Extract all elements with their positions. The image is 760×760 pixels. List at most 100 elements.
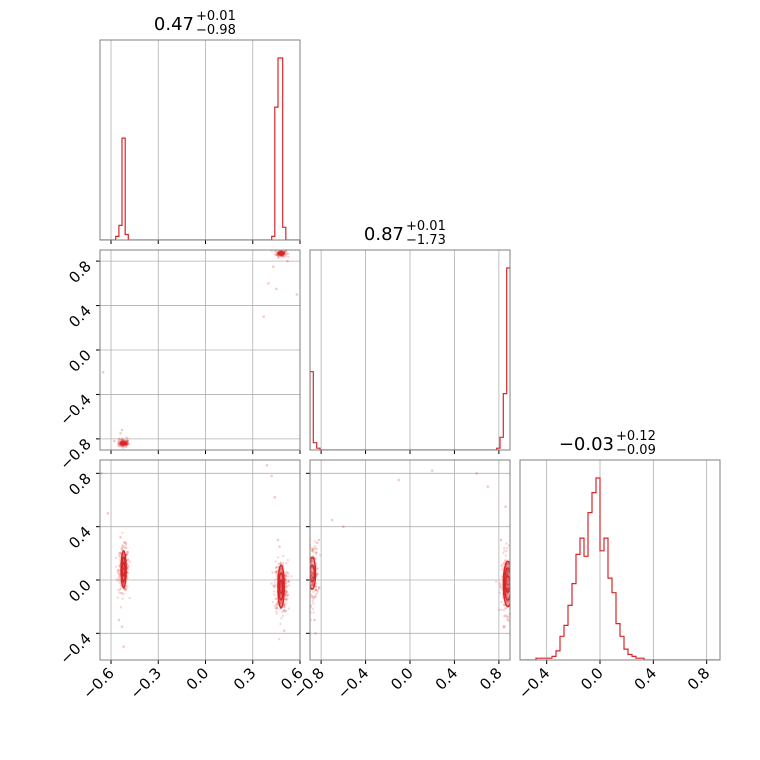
scatter-point <box>274 597 277 601</box>
scatter-point <box>279 577 283 580</box>
scatter-point <box>305 566 307 568</box>
scatter-point <box>311 548 315 551</box>
scatter-point <box>273 496 277 499</box>
scatter-point <box>305 566 307 568</box>
scatter-point <box>506 577 509 580</box>
scatter-point <box>126 439 129 442</box>
scatter-point <box>305 551 307 553</box>
scatter-point <box>316 541 319 544</box>
scatter-point <box>123 541 127 544</box>
y-tick-label: 0.0 <box>65 576 95 606</box>
scatter-point <box>283 610 287 613</box>
scatter-point <box>286 580 290 584</box>
scatter-point <box>506 600 509 603</box>
scatter-point <box>506 583 510 586</box>
scatter-point <box>120 438 123 441</box>
scatter-point <box>126 566 130 569</box>
scatter-point <box>311 584 315 587</box>
scatter-point <box>273 604 277 608</box>
scatter-point <box>510 559 512 561</box>
scatter-point <box>119 536 122 539</box>
scatter-point <box>284 582 287 585</box>
scatter-point <box>317 587 321 591</box>
scatter-point <box>118 573 121 576</box>
scatter-point <box>273 581 277 584</box>
scatter-point <box>512 589 514 591</box>
scatter-point <box>122 645 125 648</box>
scatter-point <box>503 614 507 617</box>
histogram-panel-2: −0.4 0.0 0.4 0.8 −0.03 +0.12−0.09 <box>515 429 721 703</box>
y-tick-label: −0.8 <box>56 435 94 473</box>
density-contour <box>503 567 510 601</box>
scatter-point <box>502 624 505 628</box>
scatter-point <box>118 551 121 555</box>
title-minus: −0.98 <box>196 23 236 38</box>
scatter-point <box>285 250 288 254</box>
scatter-point <box>313 596 316 599</box>
scatter-point <box>279 622 282 626</box>
scatter-point <box>512 595 514 597</box>
scatter-point <box>121 597 124 600</box>
scatter-point <box>285 598 288 602</box>
scatter-point <box>117 568 120 572</box>
scatter-point <box>307 570 309 572</box>
scatter-point <box>124 543 128 546</box>
scatter-point <box>312 597 315 601</box>
scatter-point <box>262 315 266 318</box>
scatter-point <box>317 586 321 589</box>
scatter-point <box>311 571 314 574</box>
scatter-point <box>125 436 129 440</box>
scatter-point <box>271 600 275 604</box>
scatter-point <box>267 282 270 285</box>
scatter-point <box>397 478 401 482</box>
density-contour <box>119 441 128 446</box>
scatter-point <box>115 578 118 581</box>
scatter-point <box>285 591 289 594</box>
scatter-point <box>505 572 509 576</box>
scatter-point <box>305 550 307 552</box>
scatter-point <box>275 570 278 573</box>
scatter-point <box>281 255 285 258</box>
scatter-point <box>307 575 309 577</box>
scatter-point <box>504 554 508 557</box>
scatter-point <box>513 604 515 606</box>
scatter-point <box>505 573 509 576</box>
scatter-point <box>506 563 509 567</box>
scatter-point <box>274 253 277 257</box>
scatter-point <box>117 588 120 592</box>
scatter-point <box>122 582 126 585</box>
scatter-point <box>285 594 289 597</box>
scatter-point <box>306 539 308 541</box>
scatter-point <box>265 464 269 467</box>
panel-frame <box>309 249 511 451</box>
scatter-point <box>506 570 510 574</box>
x-tick-label: −0.4 <box>334 664 372 702</box>
title-minus: −1.73 <box>406 233 446 248</box>
scatter-point <box>317 538 321 542</box>
scatter-point <box>275 604 279 607</box>
scatter-point <box>284 589 288 593</box>
scatter-point <box>285 589 288 593</box>
histogram-panel-0: 0.47 +0.01−0.98 <box>99 9 301 244</box>
scatter-point <box>506 592 509 595</box>
scatter-point <box>506 573 509 576</box>
scatter-point <box>506 586 509 589</box>
scatter-point <box>279 560 282 564</box>
scatter-point <box>295 293 299 296</box>
scatter-point <box>506 579 510 582</box>
scatter-point <box>117 572 120 575</box>
scatter-point <box>274 253 277 256</box>
scatter-point <box>314 552 318 555</box>
scatter-point <box>284 575 288 578</box>
scatter-point <box>510 590 512 592</box>
scatter-point <box>277 256 280 259</box>
scatter-point <box>304 566 306 568</box>
scatter-point <box>126 585 129 588</box>
density-contour <box>277 251 285 256</box>
scatter-point <box>117 553 121 557</box>
scatter-point <box>279 594 283 597</box>
scatter-point <box>118 558 122 562</box>
scatter-point <box>511 607 513 609</box>
x-tick-label: 0.4 <box>631 664 661 694</box>
panel-frame <box>99 459 301 661</box>
